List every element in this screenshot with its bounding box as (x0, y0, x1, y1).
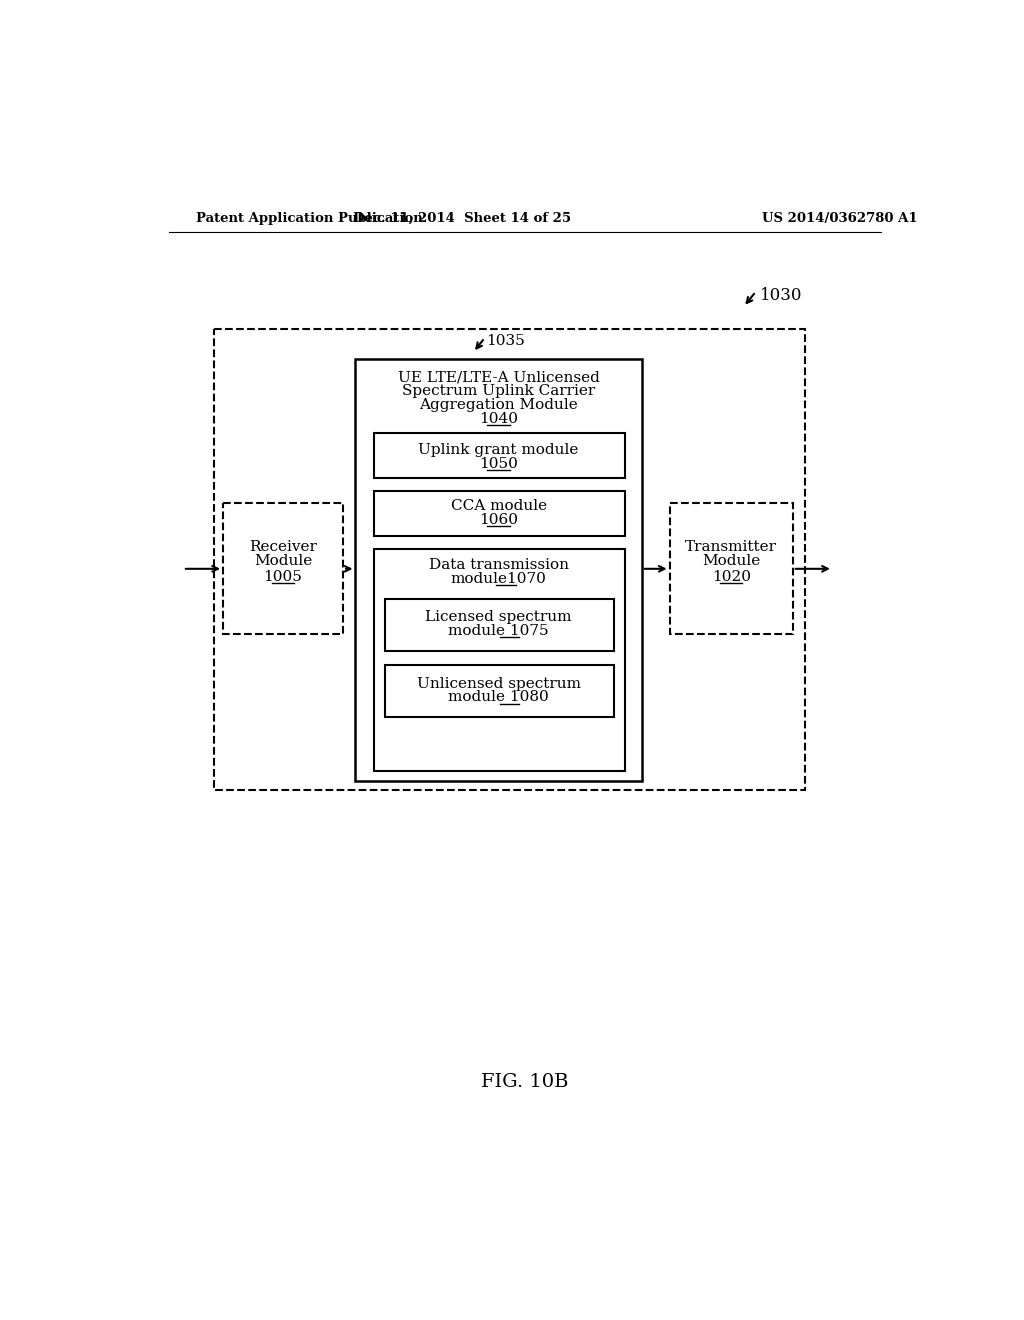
Text: Aggregation Module: Aggregation Module (419, 397, 578, 412)
Text: Transmitter: Transmitter (685, 540, 777, 554)
Text: 1005: 1005 (263, 569, 302, 583)
Text: 1030: 1030 (761, 286, 803, 304)
Bar (385, 599, 614, 651)
Text: Patent Application Publication: Patent Application Publication (196, 213, 423, 224)
Text: CCA module: CCA module (451, 499, 547, 513)
Text: Uplink grant module: Uplink grant module (419, 444, 579, 457)
Bar (670, 503, 793, 635)
Text: 1040: 1040 (479, 412, 518, 425)
Bar (374, 549, 625, 771)
Text: Spectrum Uplink Carrier: Spectrum Uplink Carrier (402, 384, 595, 397)
Text: Module: Module (254, 554, 312, 568)
Text: Data transmission: Data transmission (429, 558, 568, 572)
Text: Module: Module (702, 554, 760, 568)
Bar (223, 503, 343, 635)
Text: Dec. 11, 2014  Sheet 14 of 25: Dec. 11, 2014 Sheet 14 of 25 (352, 213, 570, 224)
Text: Receiver: Receiver (249, 540, 317, 554)
Bar (374, 433, 625, 478)
Bar (214, 330, 805, 789)
Text: module1070: module1070 (451, 572, 547, 586)
Bar (355, 359, 642, 780)
Bar (385, 665, 614, 718)
Text: FIG. 10B: FIG. 10B (481, 1073, 568, 1092)
Text: Unlicensed spectrum: Unlicensed spectrum (417, 677, 581, 690)
Bar (374, 491, 625, 536)
Text: UE LTE/LTE-A Unlicensed: UE LTE/LTE-A Unlicensed (397, 370, 600, 384)
Text: 1020: 1020 (712, 569, 751, 583)
Text: 1035: 1035 (486, 334, 525, 348)
Text: Licensed spectrum: Licensed spectrum (425, 610, 571, 624)
Text: 1060: 1060 (479, 513, 518, 527)
Text: module 1080: module 1080 (449, 690, 549, 705)
Text: US 2014/0362780 A1: US 2014/0362780 A1 (762, 213, 918, 224)
Text: module 1075: module 1075 (449, 624, 549, 638)
Text: 1050: 1050 (479, 457, 518, 471)
